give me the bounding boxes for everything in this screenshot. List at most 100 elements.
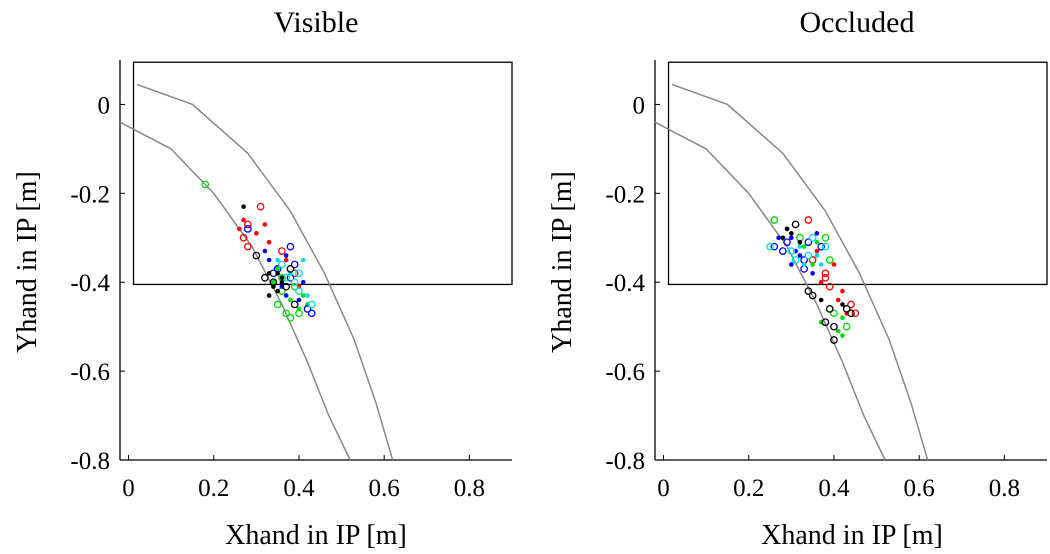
boundary-curve-2 <box>654 121 886 461</box>
data-point <box>271 284 276 289</box>
chart-title: Occluded <box>800 6 915 39</box>
data-point <box>835 328 841 334</box>
data-point <box>300 293 306 298</box>
data-point <box>254 231 259 236</box>
data-point <box>821 269 830 278</box>
data-point <box>810 262 815 267</box>
data-point <box>804 216 813 224</box>
data-point <box>808 291 817 300</box>
data-point <box>307 309 316 318</box>
data-point <box>804 238 813 247</box>
x-tick-label: 0.2 <box>198 475 229 502</box>
data-point <box>256 202 265 211</box>
data-point <box>307 300 316 309</box>
data-point <box>814 253 820 258</box>
data-point <box>296 297 302 303</box>
data-point <box>288 297 293 303</box>
data-point <box>241 204 246 209</box>
data-point <box>835 297 841 303</box>
data-point <box>831 262 837 267</box>
data-point <box>300 257 306 263</box>
data-point <box>275 257 280 263</box>
data-point <box>851 309 860 318</box>
y-tick-label: -0.8 <box>70 448 110 475</box>
y-tick-label: 0 <box>633 92 646 119</box>
data-point <box>770 242 779 251</box>
data-point <box>243 242 252 251</box>
data-point <box>273 300 282 309</box>
series-3 <box>243 225 316 318</box>
data-point <box>787 247 796 255</box>
data-point <box>783 238 791 247</box>
series-4 <box>766 233 830 267</box>
x-tick-label: 0.8 <box>454 475 485 502</box>
data-point <box>818 279 824 285</box>
data-point <box>201 180 210 189</box>
data-point <box>239 233 248 242</box>
boundary-curve-1 <box>671 83 929 461</box>
series-5 <box>780 220 855 344</box>
data-point <box>266 239 272 245</box>
data-point <box>847 309 855 318</box>
data-point <box>780 235 786 241</box>
data-point <box>776 235 781 241</box>
data-point <box>243 220 252 229</box>
data-point <box>286 242 295 251</box>
data-point <box>847 300 855 309</box>
data-point <box>808 233 817 242</box>
data-point <box>818 297 824 303</box>
data-point <box>290 278 299 287</box>
data-point <box>282 309 291 318</box>
data-point <box>821 273 830 282</box>
data-point <box>784 226 790 232</box>
data-point <box>300 279 306 285</box>
data-point <box>275 288 280 294</box>
data-point <box>283 293 289 298</box>
data-point <box>295 287 303 295</box>
data-point <box>789 231 794 236</box>
x-tick-label: 0.6 <box>369 475 400 502</box>
data-point <box>282 282 291 291</box>
y-axis-label: Yhand in IP [m] <box>547 171 578 353</box>
data-point <box>791 256 800 264</box>
data-point <box>303 305 312 313</box>
x-tick-label: 0 <box>122 475 135 502</box>
series-1 <box>237 202 302 289</box>
y-tick-label: -0.4 <box>70 270 110 297</box>
data-point <box>814 239 820 245</box>
y-axis-label: Yhand in IP [m] <box>12 171 43 353</box>
data-point <box>804 287 813 295</box>
data-point <box>275 271 280 276</box>
data-point <box>797 239 803 245</box>
boundary-curve-1 <box>136 83 394 461</box>
data-point <box>241 217 246 223</box>
data-point <box>830 336 838 344</box>
data-point <box>283 253 289 258</box>
data-point <box>295 269 303 278</box>
data-point <box>814 231 820 236</box>
data-point <box>271 279 276 285</box>
data-point <box>789 235 794 241</box>
data-point <box>278 247 286 255</box>
data-point <box>278 260 286 269</box>
y-tick-label: 0 <box>98 92 111 119</box>
data-point <box>842 305 851 313</box>
chart-title: Visible <box>274 6 359 39</box>
y-tick-label: -0.6 <box>70 359 110 386</box>
y-tick-label: -0.6 <box>605 359 645 386</box>
data-point <box>305 293 310 298</box>
data-point <box>286 313 295 322</box>
data-point <box>290 300 299 309</box>
data-point <box>814 248 820 254</box>
workspace-rectangle <box>667 61 1048 286</box>
x-tick-label: 0.8 <box>989 475 1020 502</box>
series-2 <box>201 180 310 322</box>
series-5 <box>241 204 299 309</box>
data-point <box>821 318 830 327</box>
data-point <box>804 251 813 260</box>
data-point <box>266 271 272 276</box>
x-tick-label: 0.2 <box>733 475 764 502</box>
data-point <box>840 288 845 294</box>
x-tick-label: 0.4 <box>283 475 315 502</box>
x-tick-label: 0.6 <box>904 475 935 502</box>
